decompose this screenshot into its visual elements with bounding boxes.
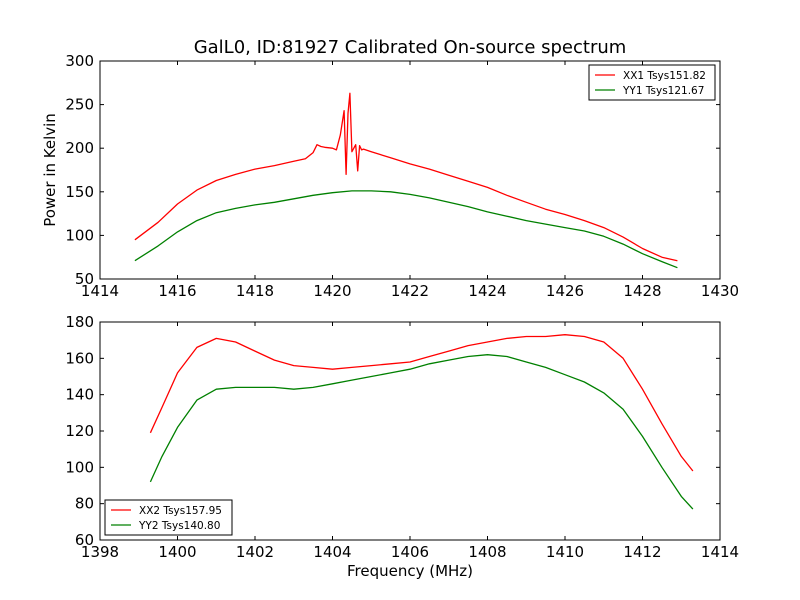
top-x-tick-label: 1414 xyxy=(81,282,119,300)
bottom-plot-panel: 1398 1400 1402 1404 1406 1408 1410 1412 1414 60 80… xyxy=(65,313,739,561)
bottom-y-tick-label: 180 xyxy=(65,313,94,331)
top-series-line-2 xyxy=(134,190,678,269)
top-x-tick-label: 1416 xyxy=(158,282,196,300)
bottom-x-tick-label: 1410 xyxy=(546,543,584,561)
top-y-tick-label: 100 xyxy=(65,226,94,244)
top-y-tick-label: 250 xyxy=(65,96,94,114)
top-x-tick-label: 1422 xyxy=(391,282,429,300)
top-x-tick-label: 1418 xyxy=(236,282,274,300)
bottom-x-axis-label: Frequency (MHz) xyxy=(347,562,473,580)
bottom-legend xyxy=(104,499,233,536)
bottom-x-tick-label: 1412 xyxy=(623,543,661,561)
top-series-line-1 xyxy=(134,92,678,262)
bottom-y-tick-label: 100 xyxy=(65,458,94,476)
top-y-tick-label: 300 xyxy=(65,52,94,70)
bottom-y-tick-label: 80 xyxy=(75,495,94,513)
bottom-x-tick-label: 1408 xyxy=(468,543,506,561)
bottom-x-tick-label: 1404 xyxy=(313,543,351,561)
bottom-x-tick-label: 1402 xyxy=(236,543,274,561)
bottom-x-tick-label: 1406 xyxy=(391,543,429,561)
bottom-y-tick-label: 120 xyxy=(65,422,94,440)
bottom-y-tick-label: 140 xyxy=(65,386,94,404)
top-y-tick-label: 150 xyxy=(65,183,94,201)
chart-title: GalL0, ID:81927 Calibrated On-source spe… xyxy=(194,37,627,58)
top-x-tick-label: 1424 xyxy=(468,282,506,300)
top-y-axis-label: Power in Kelvin xyxy=(41,113,59,227)
top-x-tick-label: 1420 xyxy=(313,282,351,300)
bottom-y-tick-label: 60 xyxy=(75,531,94,549)
bottom-y-tick-label: 160 xyxy=(65,349,94,367)
top-legend-label-2: YY1 Tsys121.67 xyxy=(622,85,704,97)
bottom-x-tick-label: 1414 xyxy=(701,543,739,561)
bottom-legend-label-1: XX2 Tsys157.95 xyxy=(139,505,222,517)
bottom-series-line-2 xyxy=(149,354,694,510)
top-plot-panel: 1414 1416 1418 1420 1422 1424 1426 1428 1430 50 10… xyxy=(65,52,739,300)
top-x-tick-label: 1426 xyxy=(546,282,584,300)
bottom-legend-label-2: YY2 Tsys140.80 xyxy=(138,520,220,532)
top-x-tick-label: 1430 xyxy=(701,282,739,300)
bottom-x-tick-label: 1400 xyxy=(158,543,196,561)
top-x-tick-label: 1428 xyxy=(623,282,661,300)
bottom-series-line-1 xyxy=(149,334,694,472)
top-y-tick-label: 50 xyxy=(75,270,94,288)
top-y-tick-label: 200 xyxy=(65,139,94,157)
top-legend xyxy=(588,64,716,101)
bottom-x-tick-label: 1398 xyxy=(81,543,119,561)
top-legend-label-1: XX1 Tsys151.82 xyxy=(623,70,706,82)
